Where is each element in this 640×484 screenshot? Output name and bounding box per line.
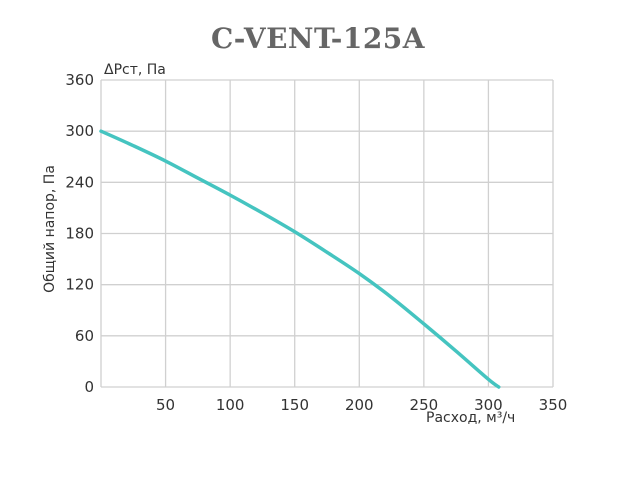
x-tick-label: 100 [216,396,245,414]
y-tick-labels: 0 60 120 180 240 300 360 [65,71,94,396]
x-axis-label: Расход, м³/ч [426,410,515,426]
y-tick-label: 240 [65,173,94,191]
y-axis-label: Общий напор, Па [42,165,58,293]
chart-title: C-VENT-125A [211,22,426,55]
y-tick-label: 300 [65,122,94,140]
series-line-0 [99,129,501,389]
grid [100,79,554,388]
x-tick-label: 200 [345,396,374,414]
y-tick-label: 60 [75,327,94,345]
x-tick-label: 50 [156,396,175,414]
y-tick-label: 360 [65,71,94,89]
x-tick-label: 250 [410,396,439,414]
x-tick-label: 300 [474,396,503,414]
x-tick-labels: 50 100 150 200 250 300 350 [156,396,567,414]
y-tick-label: 0 [84,378,94,396]
y-tick-label: 120 [65,276,94,294]
x-tick-label: 350 [539,396,568,414]
y-tick-label: 180 [65,225,94,243]
y-axis-top-label: ΔPст, Па [104,62,166,78]
x-tick-label: 150 [280,396,309,414]
series-group [99,129,501,389]
